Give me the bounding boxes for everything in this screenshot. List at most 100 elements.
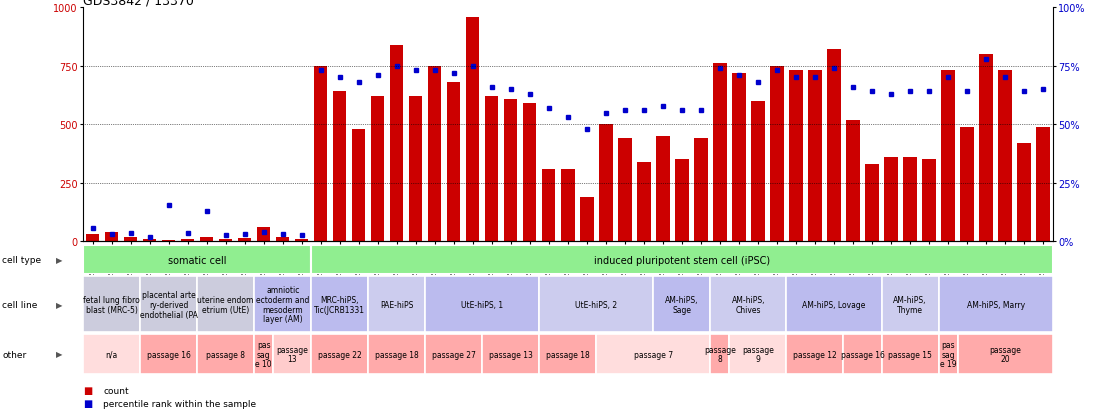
Bar — [787, 335, 843, 374]
Text: UtE-hiPS, 2: UtE-hiPS, 2 — [575, 300, 617, 309]
Bar — [254, 277, 311, 332]
Bar — [86, 235, 100, 242]
Bar — [599, 125, 613, 242]
Bar — [428, 66, 441, 242]
Bar — [961, 127, 974, 242]
Bar — [124, 237, 137, 242]
Bar — [352, 130, 366, 242]
Text: UtE-hiPS, 1: UtE-hiPS, 1 — [461, 300, 503, 309]
Bar — [311, 246, 1053, 275]
Bar — [903, 158, 916, 242]
Bar — [274, 335, 311, 374]
Bar — [257, 228, 270, 242]
Bar — [425, 335, 482, 374]
Bar — [542, 169, 555, 242]
Bar — [882, 335, 938, 374]
Bar — [201, 237, 214, 242]
Text: ■: ■ — [83, 385, 92, 395]
Bar — [1017, 144, 1030, 242]
Bar — [143, 239, 156, 242]
Bar — [710, 277, 787, 332]
Bar — [979, 55, 993, 242]
Text: n/a: n/a — [105, 350, 117, 358]
Bar — [523, 104, 536, 242]
Text: cell line: cell line — [2, 300, 38, 309]
Bar — [789, 71, 802, 242]
Text: AM-hiPS,
Chives: AM-hiPS, Chives — [731, 295, 766, 314]
Bar — [998, 71, 1012, 242]
Text: AM-hiPS,
Sage: AM-hiPS, Sage — [665, 295, 699, 314]
Bar — [371, 97, 384, 242]
Text: induced pluripotent stem cell (iPSC): induced pluripotent stem cell (iPSC) — [594, 255, 770, 265]
Text: AM-hiPS,
Thyme: AM-hiPS, Thyme — [893, 295, 926, 314]
Bar — [809, 71, 822, 242]
Bar — [922, 160, 935, 242]
Text: other: other — [2, 350, 27, 358]
Text: GDS3842 / 13370: GDS3842 / 13370 — [83, 0, 194, 7]
Text: passage
13: passage 13 — [276, 345, 308, 363]
Bar — [197, 277, 254, 332]
Text: somatic cell: somatic cell — [168, 255, 226, 265]
Bar — [425, 277, 540, 332]
Bar — [882, 277, 938, 332]
Bar — [561, 169, 575, 242]
Bar — [368, 335, 425, 374]
Bar — [884, 158, 897, 242]
Bar — [83, 246, 311, 275]
Text: AM-hiPS, Marry: AM-hiPS, Marry — [966, 300, 1025, 309]
Text: fetal lung fibro
blast (MRC-5): fetal lung fibro blast (MRC-5) — [83, 295, 140, 314]
Text: count: count — [103, 386, 129, 394]
Text: pas
sag
e 10: pas sag e 10 — [255, 340, 271, 368]
Bar — [828, 50, 841, 242]
Bar — [219, 239, 233, 242]
Bar — [695, 139, 708, 242]
Text: passage 16: passage 16 — [841, 350, 884, 358]
Bar — [254, 335, 274, 374]
Text: ▶: ▶ — [55, 350, 62, 358]
Bar — [581, 197, 594, 242]
Bar — [787, 277, 882, 332]
Text: passage 12: passage 12 — [793, 350, 837, 358]
Bar — [390, 45, 403, 242]
Bar — [311, 335, 368, 374]
Text: passage 13: passage 13 — [489, 350, 533, 358]
Bar — [770, 66, 783, 242]
Bar — [865, 165, 879, 242]
Bar — [938, 335, 957, 374]
Bar — [334, 92, 347, 242]
Bar — [140, 335, 197, 374]
Bar — [485, 97, 499, 242]
Bar — [368, 277, 425, 332]
Bar — [540, 277, 654, 332]
Text: cell type: cell type — [2, 256, 41, 265]
Text: passage 22: passage 22 — [318, 350, 361, 358]
Bar — [675, 160, 688, 242]
Bar — [957, 335, 1053, 374]
Text: passage 18: passage 18 — [375, 350, 419, 358]
Bar — [105, 232, 119, 242]
Text: ■: ■ — [83, 398, 92, 408]
Bar — [83, 335, 140, 374]
Text: passage 16: passage 16 — [146, 350, 191, 358]
Bar — [140, 277, 197, 332]
Bar — [732, 74, 746, 242]
Bar — [656, 137, 669, 242]
Bar — [314, 66, 327, 242]
Bar — [83, 277, 140, 332]
Bar — [843, 335, 882, 374]
Bar — [596, 335, 710, 374]
Bar — [276, 237, 289, 242]
Text: passage 7: passage 7 — [634, 350, 673, 358]
Bar — [311, 277, 368, 332]
Bar — [409, 97, 422, 242]
Bar — [295, 239, 308, 242]
Text: pas
sag
e 19: pas sag e 19 — [940, 340, 956, 368]
Text: ▶: ▶ — [55, 256, 62, 265]
Bar — [714, 64, 727, 242]
Text: percentile rank within the sample: percentile rank within the sample — [103, 399, 256, 408]
Bar — [181, 239, 194, 242]
Text: amniotic
ectoderm and
mesoderm
layer (AM): amniotic ectoderm and mesoderm layer (AM… — [256, 285, 309, 324]
Bar — [710, 335, 729, 374]
Text: passage
9: passage 9 — [742, 345, 773, 363]
Text: passage 15: passage 15 — [889, 350, 932, 358]
